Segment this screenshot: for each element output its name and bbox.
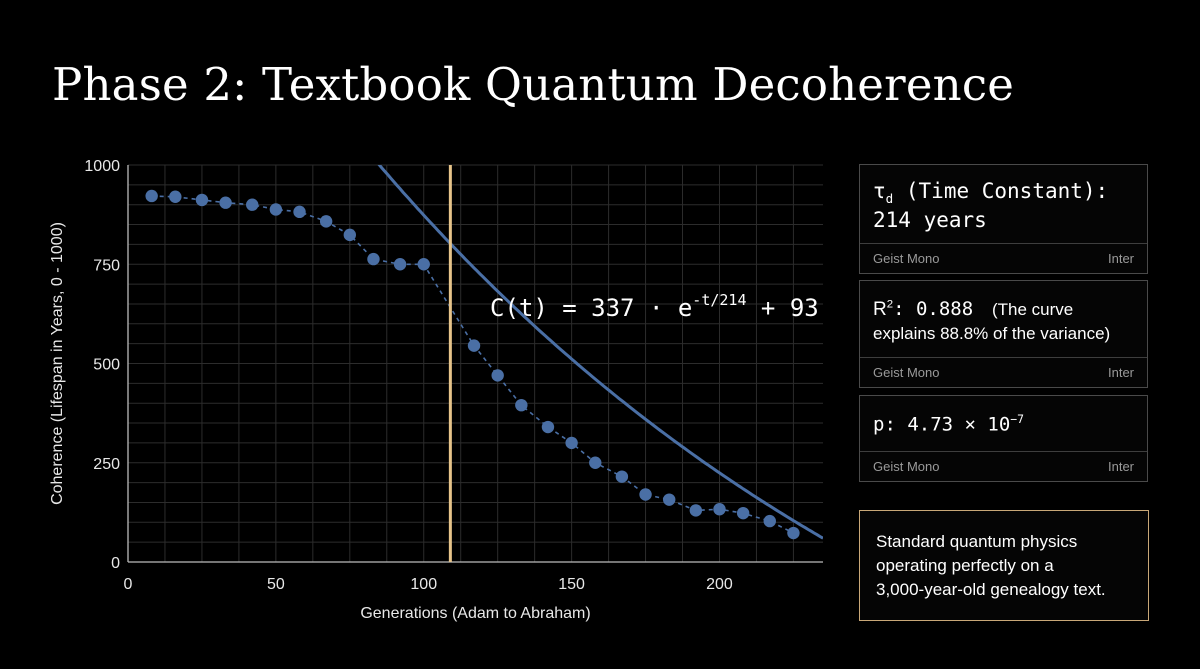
data-point (689, 504, 703, 517)
x-tick-label: 0 (124, 576, 133, 593)
data-point (319, 215, 333, 228)
data-point (417, 258, 430, 271)
p-value: p: 4.73 × 10−7 (873, 412, 1024, 436)
footer-left-font: Geist Mono (873, 459, 940, 474)
y-tick-label: 1000 (84, 158, 120, 175)
card-font-footer: Geist Mono Inter (860, 451, 1147, 481)
card-font-footer: Geist Mono Inter (860, 357, 1147, 387)
r-squared-description-line2: explains 88.8% of the variance) (873, 324, 1111, 343)
data-point (663, 493, 676, 506)
r-squared-card: R2: 0.888 (The curve explains 88.8% of t… (859, 280, 1148, 388)
data-point (639, 488, 652, 501)
fit-equation: C(t) = 337 · e-t/214 + 93 (490, 291, 819, 322)
x-tick-label: 150 (558, 576, 585, 593)
data-point (219, 196, 232, 209)
note-line: operating perfectly on a (876, 556, 1054, 575)
footer-right-font: Inter (1107, 365, 1134, 380)
data-point (293, 205, 306, 219)
time-constant-card: τd (Time Constant): 214 years Geist Mono… (859, 164, 1148, 274)
note-line: 3,000-year-old genealogy text. (876, 580, 1106, 599)
data-point (713, 502, 726, 516)
r-squared-value: R2: 0.888 (873, 298, 974, 320)
y-axis-label: Coherence (Lifespan in Years, 0 - 1000) (49, 222, 66, 505)
data-point (541, 420, 555, 434)
data-point (169, 190, 182, 203)
data-point (589, 456, 602, 469)
data-point (491, 369, 504, 382)
y-tick-label: 750 (93, 257, 120, 274)
data-point (787, 526, 800, 540)
footer-left-font: Geist Mono (873, 251, 940, 266)
x-tick-label: 50 (267, 576, 285, 593)
data-point (736, 506, 750, 520)
note-line: Standard quantum physics (876, 532, 1078, 551)
footer-left-font: Geist Mono (873, 365, 940, 380)
data-point (195, 193, 209, 207)
r-squared-description-line1: (The curve (992, 300, 1074, 319)
page-title: Phase 2: Textbook Quantum Decoherence (52, 58, 1015, 111)
data-point (269, 203, 283, 216)
card-font-footer: Geist Mono Inter (860, 243, 1147, 273)
data-point (343, 228, 357, 242)
decoherence-chart: 0 250 500 750 1000 0 50 100 150 200 Generations (A… (49, 158, 823, 622)
data-point (565, 436, 578, 450)
y-tick-label: 250 (93, 456, 120, 473)
x-tick-label: 100 (410, 576, 437, 593)
p-value-card: p: 4.73 × 10−7 Geist Mono Inter (859, 395, 1148, 482)
data-point (763, 514, 776, 528)
data-point (367, 252, 380, 266)
data-point (467, 339, 481, 352)
time-constant-value: 214 years (873, 208, 987, 232)
footer-right-font: Inter (1107, 459, 1134, 474)
data-point (515, 398, 528, 412)
conclusion-note: Standard quantum physics operating perfe… (859, 510, 1149, 621)
fit-curve (377, 165, 823, 540)
data-point (246, 198, 259, 211)
data-point (393, 258, 407, 271)
x-axis-label: Generations (Adam to Abraham) (360, 605, 590, 622)
data-point (145, 189, 158, 203)
y-tick-label: 500 (93, 357, 120, 374)
time-constant-label: τd (Time Constant): (873, 179, 1109, 207)
footer-right-font: Inter (1107, 251, 1134, 266)
x-tick-label: 200 (706, 576, 733, 593)
data-point (615, 470, 629, 483)
y-tick-label: 0 (111, 555, 120, 572)
